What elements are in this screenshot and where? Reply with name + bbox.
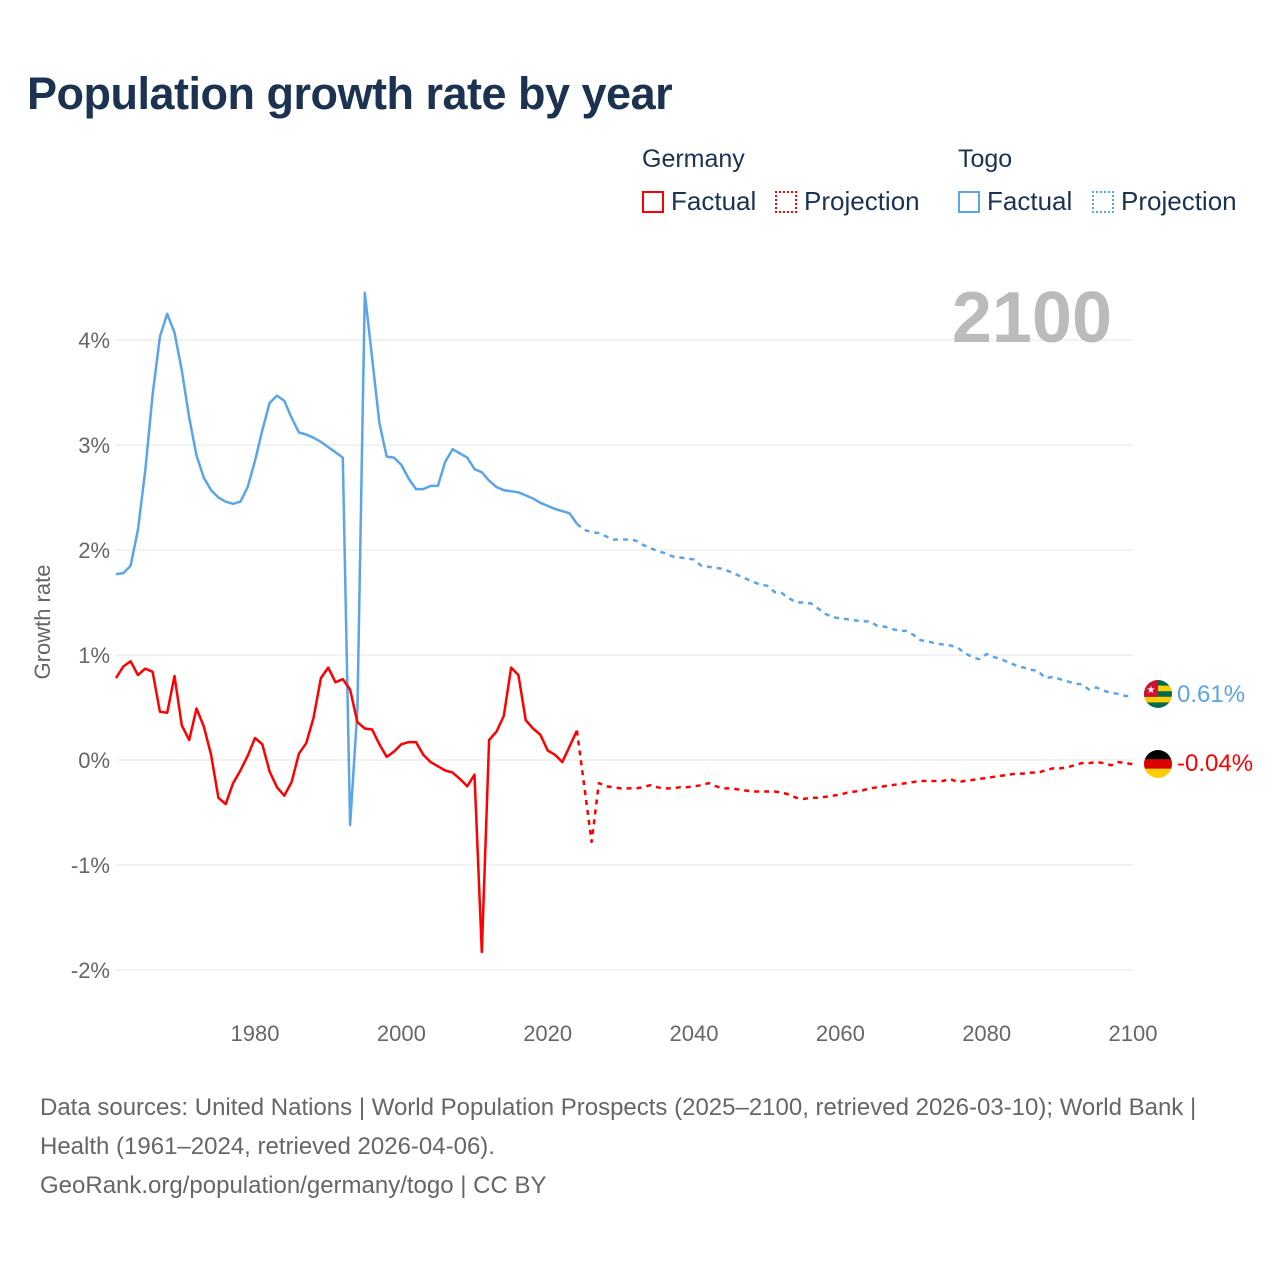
legend-group-germany: Germany <box>642 145 745 173</box>
credit-link[interactable]: GeoRank.org/population/germany/togo | CC… <box>40 1172 547 1199</box>
y-axis-label: Growth rate <box>30 565 55 680</box>
chart-title: Population growth rate by year <box>27 68 673 119</box>
y-tick-label: 3% <box>78 433 110 458</box>
solid-swatch-icon <box>642 190 664 213</box>
germany-end-value: -0.04% <box>1177 750 1253 777</box>
dotted-swatch-icon <box>775 190 797 213</box>
y-tick-label: 2% <box>78 538 110 563</box>
germany-flag-icon <box>1144 750 1172 778</box>
togo-projection-line <box>576 522 1133 698</box>
legend-label: Projection <box>1121 186 1237 216</box>
legend-togo-projection[interactable]: Projection <box>1092 186 1237 217</box>
legend-germany-projection[interactable]: Projection <box>775 186 920 217</box>
togo-factual-line <box>115 291 578 827</box>
legend-group-togo: Togo <box>958 145 1013 173</box>
dotted-swatch-icon <box>1092 190 1114 213</box>
x-tick-label: 2080 <box>962 1021 1011 1046</box>
x-tick-label: 1980 <box>231 1021 280 1046</box>
x-tick-label: 2000 <box>377 1021 426 1046</box>
x-tick-label: 2060 <box>816 1021 865 1046</box>
legend-germany-factual[interactable]: Factual <box>642 186 756 217</box>
legend-label: Factual <box>671 186 757 216</box>
year-label: 2100 <box>952 278 1112 358</box>
y-tick-label: -1% <box>71 853 110 878</box>
y-tick-label: -2% <box>71 958 110 983</box>
svg-text:★: ★ <box>1147 685 1156 696</box>
legend-togo-factual[interactable]: Factual <box>958 186 1072 217</box>
solid-swatch-icon <box>958 190 980 213</box>
x-tick-label: 2100 <box>1109 1021 1158 1046</box>
y-tick-label: 0% <box>78 748 110 773</box>
y-tick-label: 1% <box>78 643 110 668</box>
legend-label: Projection <box>804 186 920 216</box>
togo-flag-icon: ★ <box>1144 680 1172 708</box>
footer: Data sources: United Nations | World Pop… <box>40 1088 1240 1205</box>
legend-label: Factual <box>987 186 1073 216</box>
x-tick-label: 2040 <box>670 1021 719 1046</box>
germany-factual-line <box>114 660 579 954</box>
x-tick-label: 2020 <box>523 1021 572 1046</box>
chart-area: -2% -1% 0% 1% 2% 3% 4% 1980 2000 2020 2040 2060 2080… <box>30 278 1253 1046</box>
y-tick-label: 4% <box>78 328 110 353</box>
data-sources: Data sources: United Nations | World Pop… <box>40 1094 1197 1160</box>
germany-projection-line <box>575 730 1134 844</box>
togo-end-value: 0.61% <box>1177 681 1245 708</box>
